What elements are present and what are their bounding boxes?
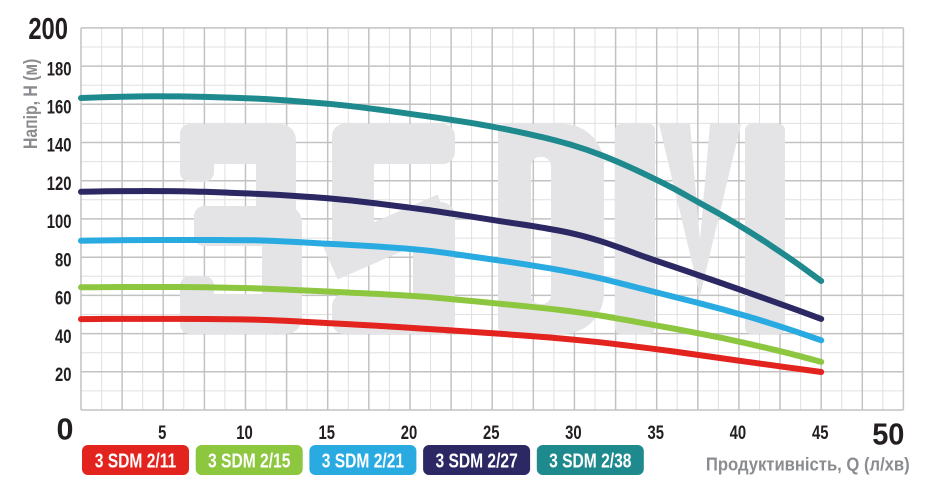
svg-text:200: 200: [28, 11, 68, 46]
svg-text:15: 15: [318, 421, 335, 444]
svg-text:0: 0: [57, 413, 74, 447]
svg-text:Продуктивність, Q (л/хв): Продуктивність, Q (л/хв): [706, 454, 910, 475]
svg-text:160: 160: [47, 95, 72, 118]
svg-text:20: 20: [401, 421, 417, 444]
svg-text:20: 20: [55, 363, 71, 386]
svg-text:45: 45: [812, 421, 829, 444]
svg-text:60: 60: [55, 287, 71, 310]
svg-text:180: 180: [47, 57, 72, 80]
svg-text:30: 30: [565, 421, 581, 444]
svg-text:35: 35: [647, 421, 664, 444]
svg-text:40: 40: [55, 325, 71, 348]
svg-text:100: 100: [47, 210, 72, 233]
svg-text:3 SDM 2/15: 3 SDM 2/15: [208, 450, 290, 472]
svg-text:Напір, H (м): Напір, H (м): [20, 59, 42, 149]
svg-text:40: 40: [730, 421, 746, 444]
svg-text:3 SDM 2/38: 3 SDM 2/38: [549, 450, 631, 472]
svg-text:5: 5: [158, 421, 167, 444]
svg-text:50: 50: [872, 418, 904, 452]
svg-text:10: 10: [236, 421, 252, 444]
svg-text:80: 80: [55, 248, 71, 271]
svg-text:120: 120: [47, 172, 72, 195]
svg-text:140: 140: [47, 134, 72, 157]
svg-text:3 SDM 2/11: 3 SDM 2/11: [95, 450, 176, 472]
svg-text:3 SDM 2/21: 3 SDM 2/21: [322, 450, 404, 472]
svg-text:25: 25: [483, 421, 500, 444]
svg-text:3 SDM 2/27: 3 SDM 2/27: [435, 450, 517, 472]
